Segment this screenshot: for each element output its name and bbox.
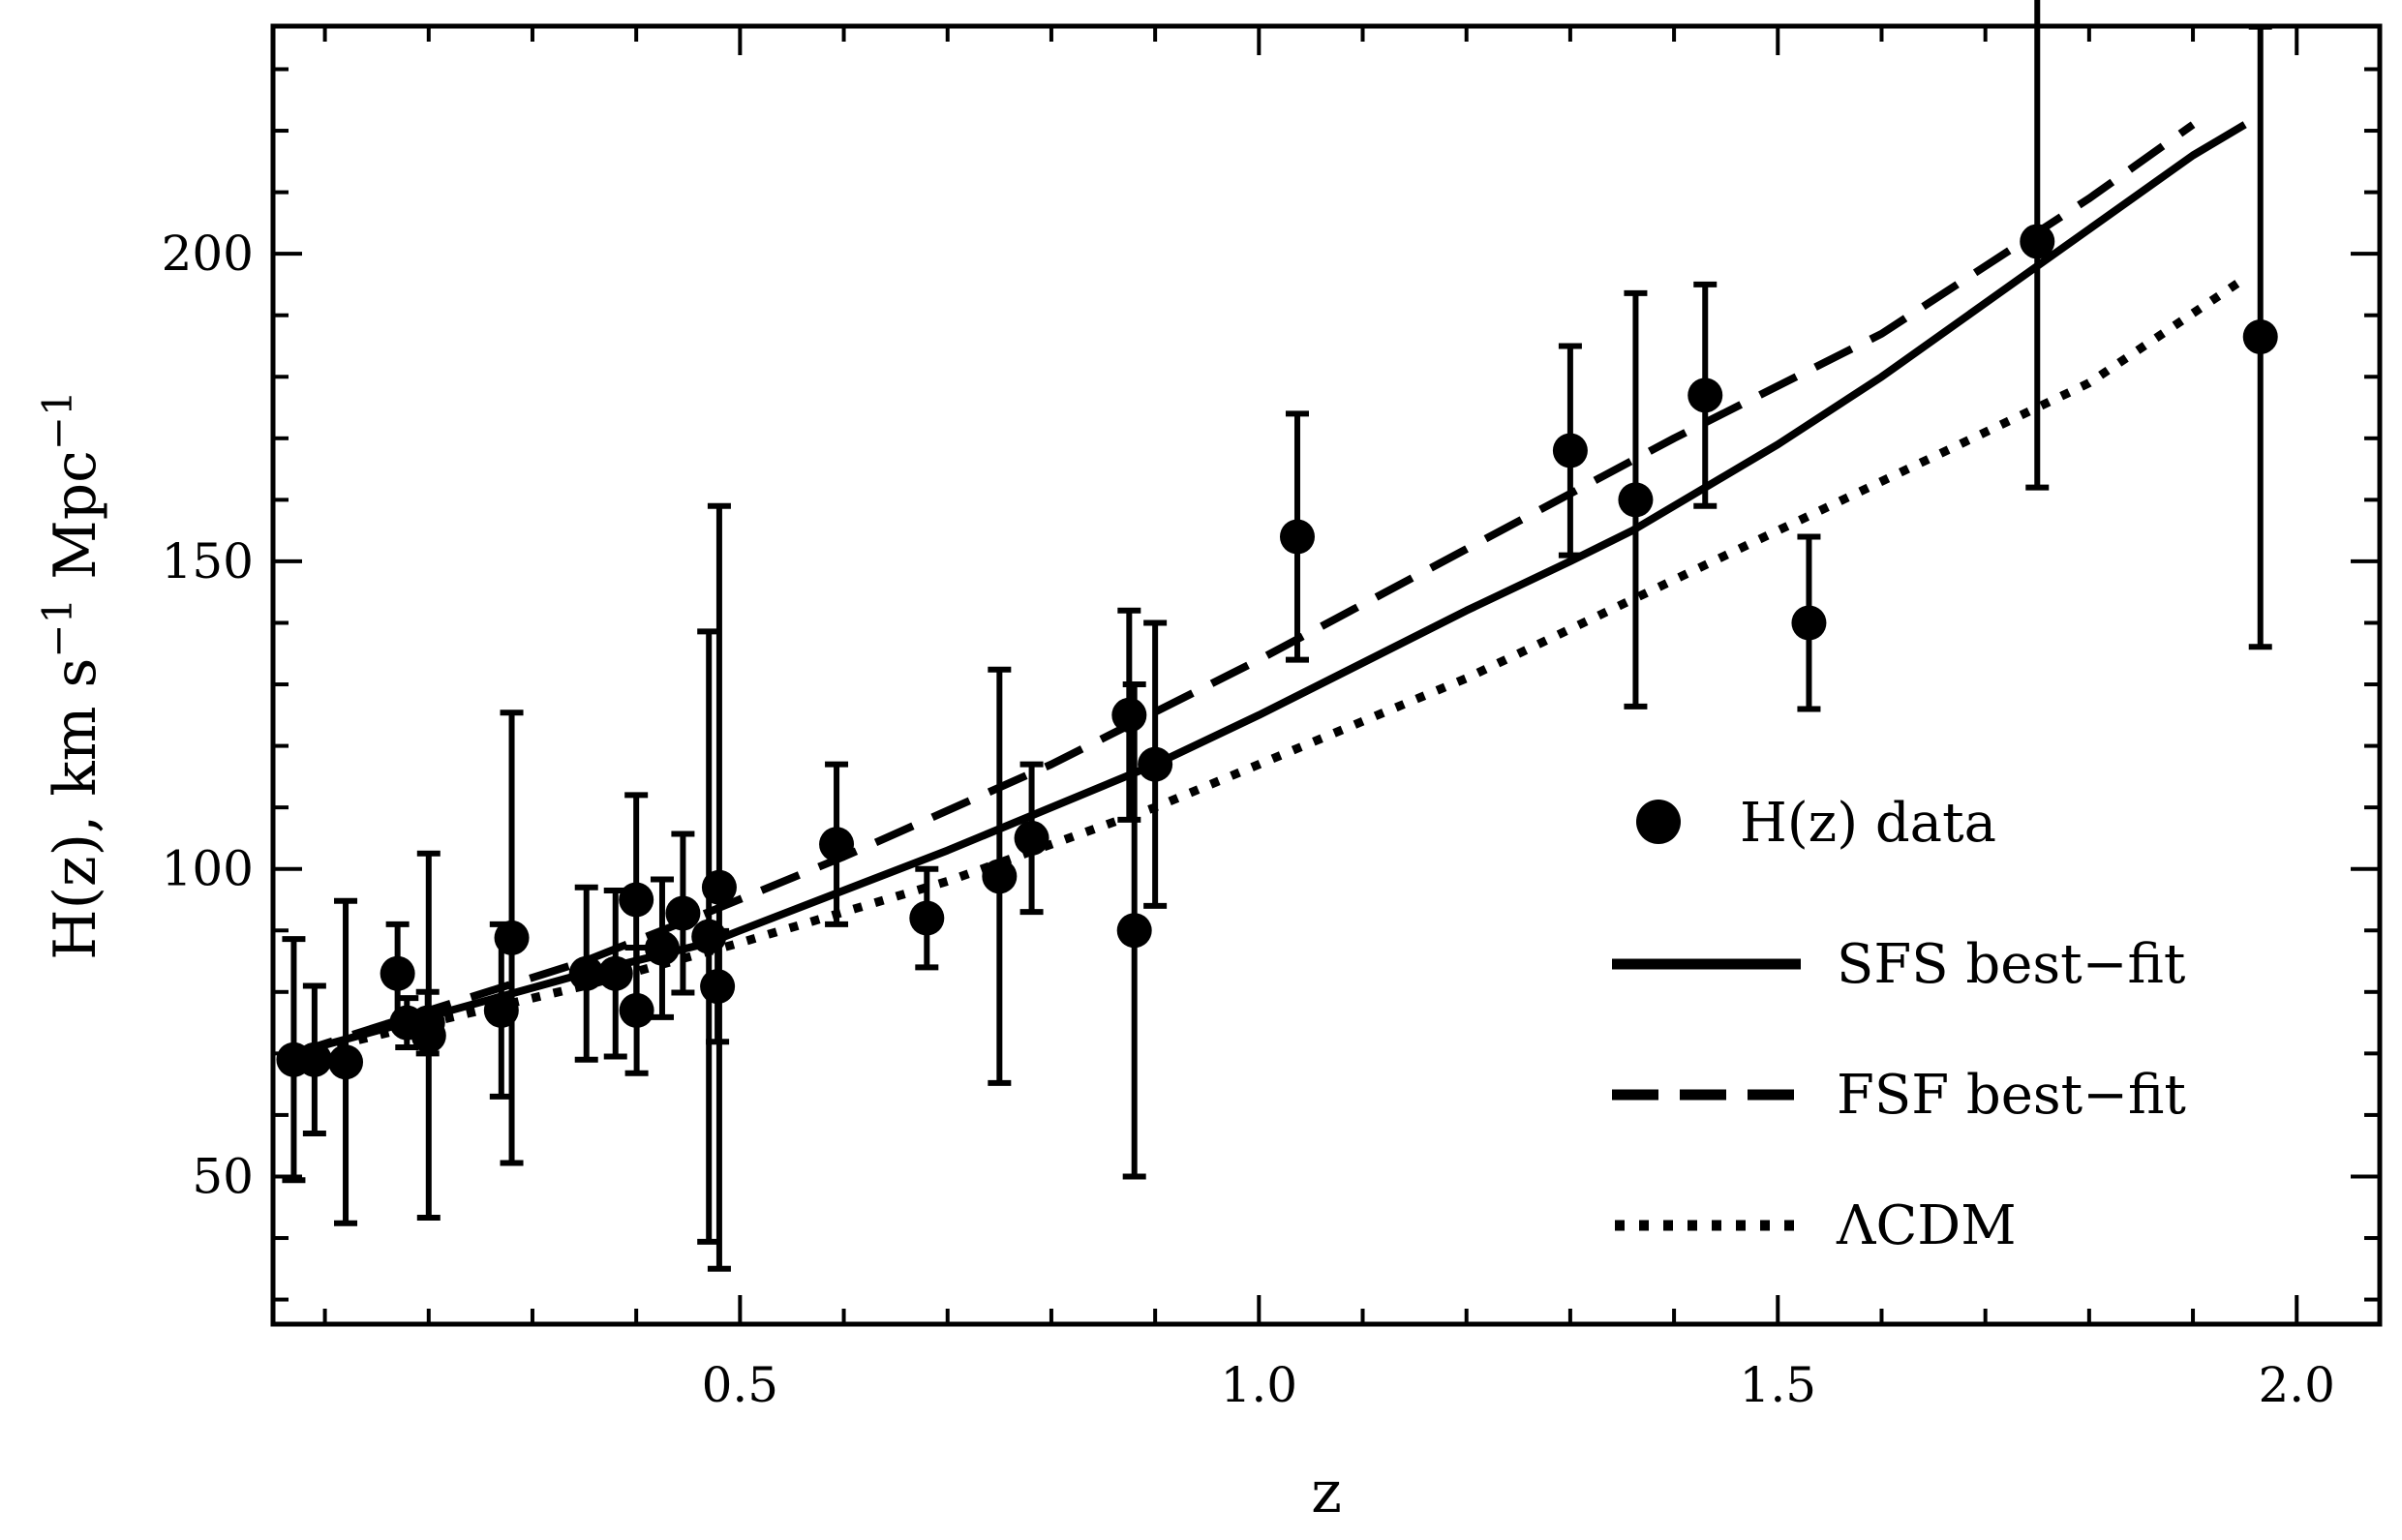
data-point [1279,410,1315,663]
data-marker [2242,318,2278,354]
y-axis-title-main: H(z), km s [42,658,109,960]
x-axis-title: z [1311,1459,1342,1526]
data-marker [909,900,945,936]
data-marker [982,859,1018,894]
data-point [665,830,701,996]
data-marker [410,1017,446,1053]
data-point [819,761,855,927]
data-marker [701,869,737,905]
data-marker [619,992,654,1028]
legend-label-lcdm: ΛCDM [1836,1194,2017,1257]
data-marker [1618,482,1654,518]
ticks-layer: 0.5 1.0 1.5 2.0 50 100 150 200 [162,26,2380,1413]
y-tick-label: 150 [162,533,254,589]
data-marker [665,895,701,931]
data-marker [1552,433,1588,468]
data-point [1138,619,1173,909]
data-point [296,982,332,1136]
y-tick-label: 100 [162,841,254,897]
legend: H(z) data SFS best−fit FSF best−fit ΛCDM [1612,792,2186,1257]
data-point [1618,289,1654,710]
data-point [982,666,1018,1086]
data-marker [1791,605,1827,641]
x-tick-label: 1.0 [1221,1357,1298,1413]
data-marker [1111,697,1147,733]
legend-marker-data [1636,800,1681,844]
data-point [1116,681,1152,1180]
data-marker [1279,519,1315,555]
legend-label-sfs: SFS best−fit [1837,933,2186,996]
data-point [644,876,680,1020]
data-point [597,887,633,1060]
data-points-layer [276,0,2278,1272]
data-marker [1116,913,1152,949]
data-marker [2020,224,2055,259]
data-marker [1014,820,1049,856]
data-point [1687,281,1723,509]
legend-label-data: H(z) data [1740,792,1996,855]
data-point [619,945,654,1076]
data-point [701,502,737,1272]
data-marker [1687,377,1723,413]
y-axis-title-sup2: −1 [34,390,81,450]
data-marker [619,882,654,918]
data-point [568,884,604,1063]
data-marker [380,955,415,991]
y-axis-title: H(z), km s−1 Mpc−1 [34,390,109,959]
data-point [1791,533,1827,712]
plot-frame [270,23,2383,1327]
curve-fsf-best-fit [292,121,2196,1058]
x-tick-label: 0.5 [702,1357,779,1413]
curve-lcdm [292,274,2248,1061]
data-point [1014,761,1049,916]
data-marker [296,1042,332,1077]
data-point [328,897,364,1226]
data-marker [1138,746,1173,782]
data-marker [328,1044,364,1080]
x-tick-label: 1.5 [1740,1357,1817,1413]
data-marker [597,955,633,991]
data-marker [819,827,855,862]
data-point [909,865,945,971]
y-axis-title-sup1: −1 [34,598,81,658]
data-marker [568,955,604,991]
data-point [2020,0,2055,491]
y-tick-label: 200 [162,226,254,282]
y-axis-title-mid: Mpc [42,450,109,598]
data-point [494,710,530,1166]
data-marker [494,920,530,955]
data-marker [644,930,680,966]
x-tick-label: 2.0 [2258,1357,2335,1413]
data-point [410,850,446,1222]
y-tick-label: 50 [192,1148,254,1204]
data-point [1552,343,1588,559]
data-point [1111,607,1147,823]
legend-label-fsf: FSF best−fit [1837,1064,2186,1127]
